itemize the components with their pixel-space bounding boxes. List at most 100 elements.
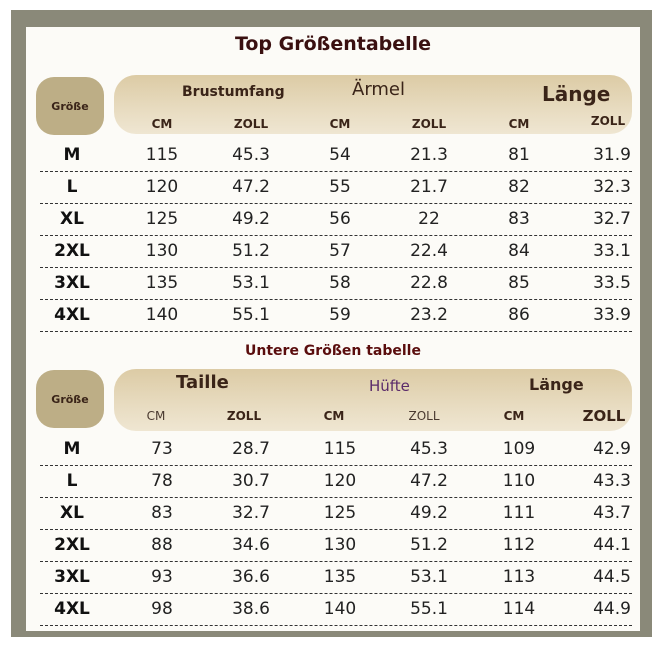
measurement-cell: 21.7 xyxy=(410,177,448,197)
table-row: 3XL 93 36.6 135 53.1 113 44.5 xyxy=(40,561,632,594)
measurement-cell: 38.6 xyxy=(232,599,270,619)
size-cell: 2XL xyxy=(54,241,90,261)
measurement-cell: 56 xyxy=(329,209,351,229)
unit-cm: CM xyxy=(323,409,345,423)
table-row: XL 83 32.7 125 49.2 111 43.7 xyxy=(40,497,632,530)
measurement-cell: 45.3 xyxy=(410,439,448,459)
measurement-cell: 73 xyxy=(151,439,173,459)
unit-inch: ZOLL xyxy=(590,114,626,128)
measurement-cell: 88 xyxy=(151,535,173,555)
measurement-cell: 53.1 xyxy=(232,273,270,293)
size-column-header: Größe xyxy=(36,77,104,135)
measurement-cell: 135 xyxy=(145,273,179,293)
unit-inch: ZOLL xyxy=(233,117,269,131)
measurement-cell: 31.9 xyxy=(593,145,631,165)
measurement-cell: 32.7 xyxy=(232,503,270,523)
measurement-cell: 86 xyxy=(508,305,530,325)
measurement-cell: 140 xyxy=(323,599,357,619)
unit-cm: CM xyxy=(151,117,173,131)
size-cell: 4XL xyxy=(54,305,90,325)
measurement-cell: 140 xyxy=(145,305,179,325)
size-cell: 2XL xyxy=(54,535,90,555)
size-cell: 3XL xyxy=(54,567,90,587)
header-length: Länge xyxy=(529,375,584,394)
bottom-table-title: Untere Größen tabelle xyxy=(245,343,421,359)
measurement-cell: 83 xyxy=(508,209,530,229)
table-row: M 73 28.7 115 45.3 109 42.9 xyxy=(40,433,632,466)
measurement-cell: 130 xyxy=(323,535,357,555)
measurement-cell: 22.8 xyxy=(410,273,448,293)
measurement-cell: 33.5 xyxy=(593,273,631,293)
measurement-cell: 55 xyxy=(329,177,351,197)
measurement-cell: 110 xyxy=(502,471,536,491)
measurement-cell: 130 xyxy=(145,241,179,261)
unit-cm: CM xyxy=(146,409,166,423)
size-chart-sheet: Top Größentabelle Größe Brustumfang Ärme… xyxy=(26,27,640,631)
size-cell: 4XL xyxy=(54,599,90,619)
measurement-cell: 47.2 xyxy=(232,177,270,197)
table-row: XL 125 49.2 56 22 83 32.7 xyxy=(40,203,632,236)
measurement-cell: 49.2 xyxy=(232,209,270,229)
table-row: 2XL 88 34.6 130 51.2 112 44.1 xyxy=(40,529,632,562)
table-row: L 78 30.7 120 47.2 110 43.3 xyxy=(40,465,632,498)
measurement-cell: 114 xyxy=(502,599,536,619)
header-hips: Hüfte xyxy=(369,377,410,395)
measurement-cell: 120 xyxy=(323,471,357,491)
measurement-cell: 36.6 xyxy=(232,567,270,587)
measurement-cell: 33.9 xyxy=(593,305,631,325)
header-length: Länge xyxy=(542,82,611,106)
bottom-header-band xyxy=(114,369,632,431)
measurement-cell: 83 xyxy=(151,503,173,523)
unit-inch: ZOLL xyxy=(226,409,262,423)
measurement-cell: 93 xyxy=(151,567,173,587)
size-cell: XL xyxy=(60,209,84,229)
measurement-cell: 98 xyxy=(151,599,173,619)
measurement-cell: 22 xyxy=(418,209,440,229)
size-cell: XL xyxy=(60,503,84,523)
header-waist: Taille xyxy=(176,372,229,393)
measurement-cell: 22.4 xyxy=(410,241,448,261)
measurement-cell: 113 xyxy=(502,567,536,587)
unit-cm: CM xyxy=(508,117,530,131)
measurement-cell: 81 xyxy=(508,145,530,165)
unit-inch: ZOLL xyxy=(408,409,440,423)
measurement-cell: 85 xyxy=(508,273,530,293)
unit-inch: ZOLL xyxy=(411,117,447,131)
unit-cm: CM xyxy=(329,117,351,131)
measurement-cell: 125 xyxy=(323,503,357,523)
measurement-cell: 23.2 xyxy=(410,305,448,325)
top-table-title: Top Größentabelle xyxy=(234,33,432,55)
table-row: 2XL 130 51.2 57 22.4 84 33.1 xyxy=(40,235,632,268)
table-row: M 115 45.3 54 21.3 81 31.9 xyxy=(40,139,632,172)
measurement-cell: 57 xyxy=(329,241,351,261)
size-cell: M xyxy=(63,439,81,459)
measurement-cell: 111 xyxy=(502,503,536,523)
measurement-cell: 44.1 xyxy=(593,535,631,555)
measurement-cell: 112 xyxy=(502,535,536,555)
measurement-cell: 54 xyxy=(329,145,351,165)
table-row: 4XL 98 38.6 140 55.1 114 44.9 xyxy=(40,593,632,626)
measurement-cell: 115 xyxy=(323,439,357,459)
measurement-cell: 55.1 xyxy=(232,305,270,325)
measurement-cell: 30.7 xyxy=(232,471,270,491)
measurement-cell: 82 xyxy=(508,177,530,197)
table-row: 4XL 140 55.1 59 23.2 86 33.9 xyxy=(40,299,632,332)
measurement-cell: 125 xyxy=(145,209,179,229)
measurement-cell: 59 xyxy=(329,305,351,325)
measurement-cell: 51.2 xyxy=(410,535,448,555)
measurement-cell: 51.2 xyxy=(232,241,270,261)
measurement-cell: 58 xyxy=(329,273,351,293)
size-column-header: Größe xyxy=(36,370,104,428)
header-sleeve: Ärmel xyxy=(352,79,406,100)
measurement-cell: 28.7 xyxy=(232,439,270,459)
measurement-cell: 115 xyxy=(145,145,179,165)
top-header-band xyxy=(114,75,632,134)
table-row: 3XL 135 53.1 58 22.8 85 33.5 xyxy=(40,267,632,300)
measurement-cell: 34.6 xyxy=(232,535,270,555)
measurement-cell: 55.1 xyxy=(410,599,448,619)
measurement-cell: 45.3 xyxy=(232,145,270,165)
header-chest: Brustumfang xyxy=(182,84,285,100)
measurement-cell: 33.1 xyxy=(593,241,631,261)
measurement-cell: 135 xyxy=(323,567,357,587)
size-cell: L xyxy=(66,471,78,491)
